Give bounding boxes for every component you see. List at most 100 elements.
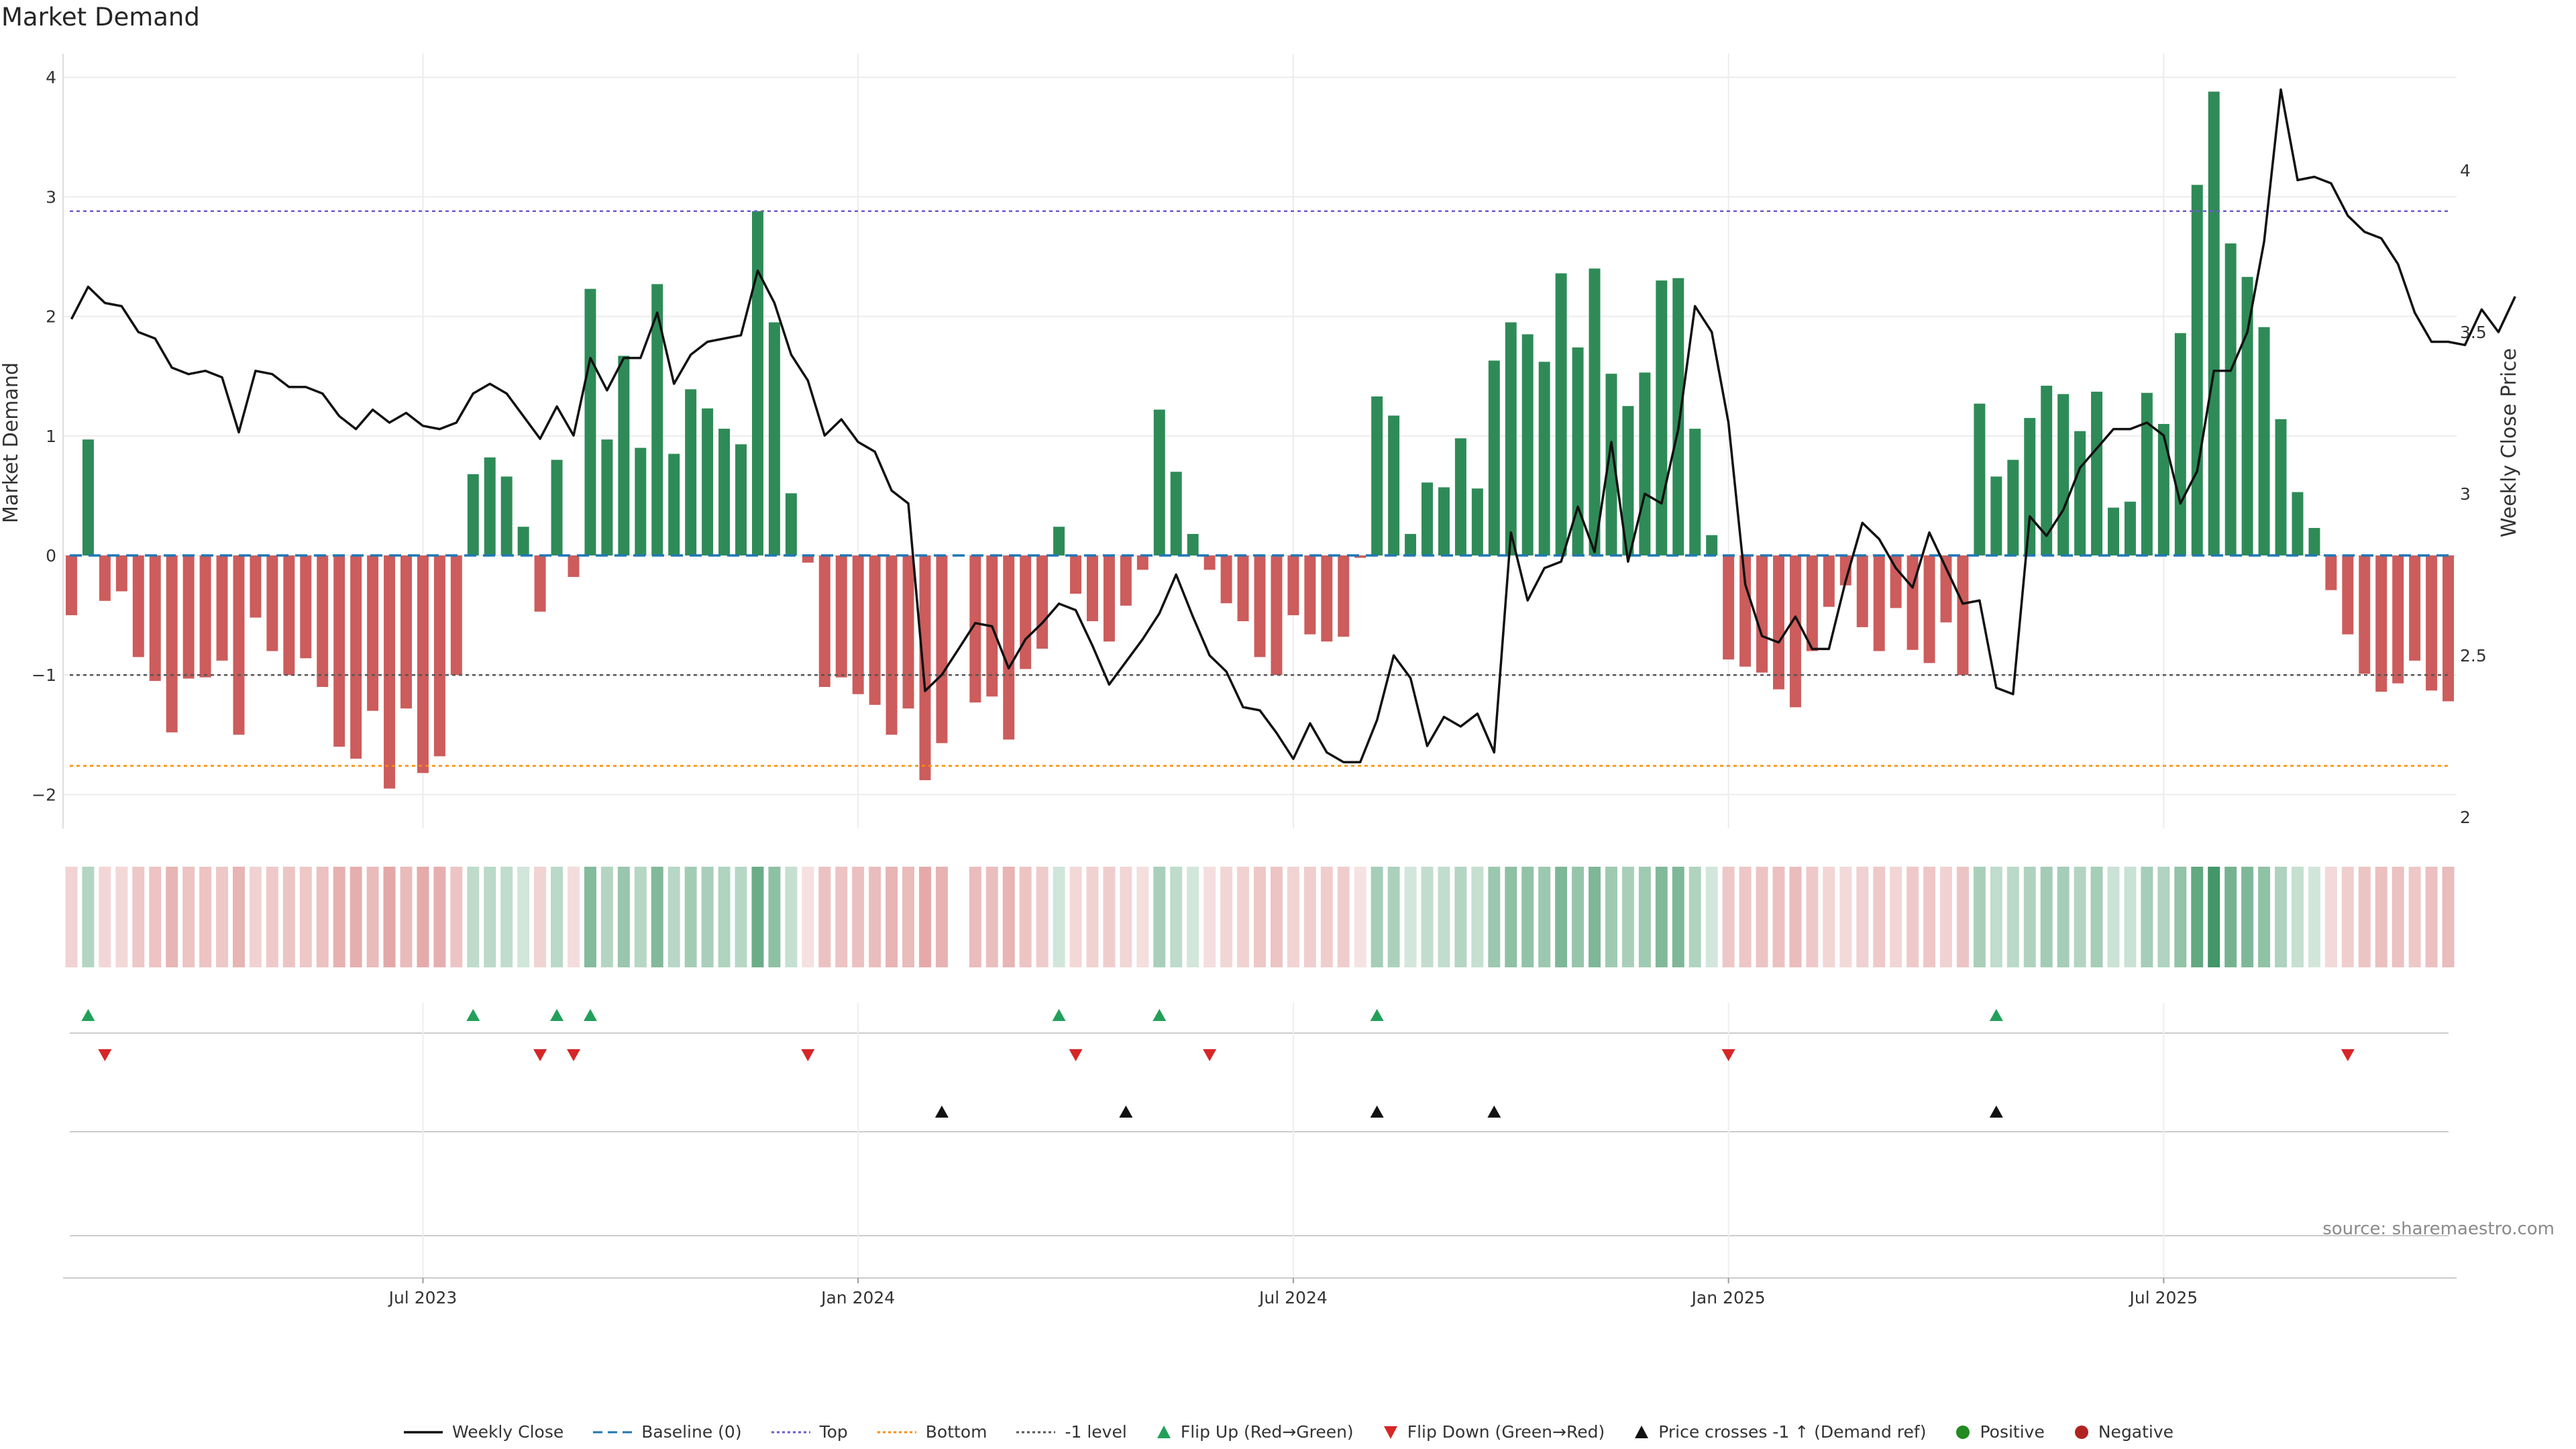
heat-cell bbox=[1655, 867, 1668, 967]
heat-cell bbox=[2308, 867, 2320, 967]
bar-negative bbox=[132, 555, 144, 657]
heat-cell bbox=[634, 867, 647, 967]
bar-positive bbox=[2208, 91, 2220, 556]
bar-negative bbox=[802, 555, 814, 563]
bar-negative bbox=[2443, 555, 2455, 702]
y-tick-label: 1 bbox=[46, 427, 56, 446]
bar-positive bbox=[2157, 423, 2169, 555]
heat-cell bbox=[818, 867, 831, 967]
bar-negative bbox=[1103, 555, 1115, 642]
bar-negative bbox=[166, 555, 178, 733]
bar-negative bbox=[1254, 555, 1266, 657]
bar-positive bbox=[1187, 533, 1199, 555]
flip-down-marker bbox=[98, 1049, 112, 1061]
bar-negative bbox=[568, 555, 580, 578]
bar-positive bbox=[1974, 403, 1986, 555]
heat-cell bbox=[935, 867, 948, 967]
bar-negative bbox=[115, 555, 127, 592]
bar-positive bbox=[584, 288, 596, 555]
bar-negative bbox=[869, 555, 881, 705]
legend-label: Positive bbox=[1980, 1422, 2045, 1442]
heat-cell bbox=[1672, 867, 1684, 967]
heat-cell bbox=[1973, 867, 1986, 967]
heat-cell bbox=[1605, 867, 1617, 967]
bar-negative bbox=[250, 555, 262, 618]
bar-negative bbox=[1873, 555, 1885, 651]
heat-cell bbox=[1806, 867, 1819, 967]
bar-positive bbox=[1572, 347, 1584, 555]
heat-cell bbox=[266, 867, 278, 967]
bar-negative bbox=[1789, 555, 1801, 708]
price-cross-marker bbox=[1989, 1106, 2003, 1118]
bar-negative bbox=[1287, 555, 1299, 616]
heat-cell bbox=[1270, 867, 1283, 967]
bar-positive bbox=[1153, 409, 1165, 555]
heat-cell bbox=[484, 867, 496, 967]
bar-negative bbox=[384, 555, 396, 789]
bar-positive bbox=[1706, 535, 1718, 555]
bar-negative bbox=[233, 555, 245, 735]
bar-negative bbox=[1823, 555, 1835, 607]
bar-positive bbox=[735, 444, 747, 555]
heat-cell bbox=[1772, 867, 1785, 967]
bar-positive bbox=[1672, 278, 1684, 555]
flip-down-marker bbox=[1721, 1049, 1735, 1061]
bar-positive bbox=[2074, 431, 2086, 555]
y2-tick-label: 3 bbox=[2460, 484, 2471, 504]
bar-positive bbox=[1388, 415, 1400, 555]
flip-up-marker bbox=[81, 1009, 95, 1021]
y-tick-label: −2 bbox=[32, 785, 56, 804]
heat-cell bbox=[2241, 867, 2254, 967]
bar-negative bbox=[216, 555, 228, 661]
price-cross-marker bbox=[1370, 1106, 1384, 1118]
heat-cell bbox=[2392, 867, 2404, 967]
bar-positive bbox=[2007, 460, 2019, 555]
heat-cell bbox=[802, 867, 814, 967]
heat-cell bbox=[1203, 867, 1216, 967]
heat-cell bbox=[1220, 867, 1233, 967]
heat-cell bbox=[517, 867, 530, 967]
heat-cell bbox=[1756, 867, 1768, 967]
heat-cell bbox=[2006, 867, 2019, 967]
heat-cell bbox=[149, 867, 162, 967]
heat-cell bbox=[1103, 867, 1116, 967]
bar-negative bbox=[333, 555, 345, 747]
bar-positive bbox=[635, 447, 647, 555]
heat-cell bbox=[1956, 867, 1969, 967]
bar-positive bbox=[618, 356, 630, 555]
heat-cell bbox=[1371, 867, 1383, 967]
flip-down-marker bbox=[533, 1049, 547, 1061]
bar-positive bbox=[751, 211, 763, 555]
legend-swatch bbox=[403, 1430, 443, 1434]
heat-cell bbox=[2040, 867, 2053, 967]
legend-label: Baseline (0) bbox=[641, 1422, 742, 1442]
heat-cell bbox=[1890, 867, 1902, 967]
legend-swatch bbox=[1383, 1426, 1397, 1439]
legend-label: -1 level bbox=[1065, 1422, 1127, 1442]
heat-cell bbox=[2291, 867, 2304, 967]
heat-cell bbox=[885, 867, 898, 967]
flip-down-marker bbox=[1069, 1049, 1083, 1061]
flip-down-marker bbox=[567, 1049, 581, 1061]
bar-negative bbox=[835, 555, 847, 678]
bar-positive bbox=[1689, 429, 1701, 555]
bar-positive bbox=[1170, 472, 1182, 555]
source-note: source: sharemaestro.com bbox=[2322, 1219, 2555, 1239]
legend-label: Bottom bbox=[925, 1422, 987, 1442]
bar-positive bbox=[1555, 273, 1567, 555]
heat-cell bbox=[2090, 867, 2103, 967]
bar-negative bbox=[1839, 555, 1851, 586]
bar-positive bbox=[1990, 476, 2002, 555]
heat-cell bbox=[2341, 867, 2354, 967]
flip-down-marker bbox=[2341, 1049, 2355, 1061]
heat-cell bbox=[2442, 867, 2455, 967]
bar-positive bbox=[1053, 527, 1065, 555]
heat-cell bbox=[2224, 867, 2237, 967]
bar-positive bbox=[685, 389, 697, 555]
legend-label: Flip Down (Green→Red) bbox=[1407, 1422, 1605, 1442]
heat-cell bbox=[1237, 867, 1250, 967]
heat-cell bbox=[2408, 867, 2421, 967]
bar-negative bbox=[1271, 555, 1283, 676]
heat-cell bbox=[467, 867, 480, 967]
heat-cell bbox=[1438, 867, 1450, 967]
